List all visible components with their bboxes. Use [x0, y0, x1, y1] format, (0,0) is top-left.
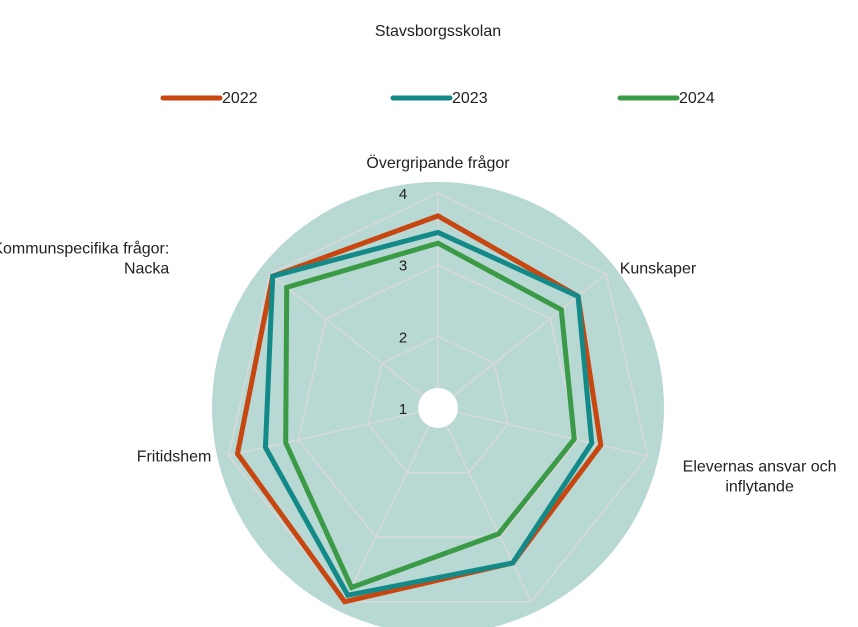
grid-line: [297, 263, 579, 538]
series-line: [262, 229, 595, 599]
r-tick-label: 2: [399, 329, 407, 346]
grid-line: [367, 335, 509, 474]
spoke: [269, 273, 439, 409]
legend-label: 2022: [222, 90, 258, 107]
series-line: [283, 240, 577, 591]
chart-title: Stavsborgsskolan: [375, 23, 501, 40]
grid-line: [227, 192, 649, 603]
spoke: [437, 407, 648, 457]
center-hole: [418, 388, 458, 428]
spoke: [344, 407, 439, 603]
category-label: Övergripande frågor: [366, 154, 510, 172]
spoke: [437, 407, 532, 603]
r-tick-label: 3: [399, 258, 407, 275]
r-tick-label: 1: [399, 401, 407, 418]
category-label: Elevernas ansvar och inflytande: [683, 459, 837, 496]
category-label: Fritidshem: [137, 449, 212, 466]
r-tick-label: 4: [399, 186, 407, 203]
category-label: Kunskaper: [620, 261, 697, 278]
legend-label: 2024: [679, 90, 715, 107]
category-label: Kommunspecifika frågor: Nacka: [0, 240, 169, 278]
legend-label: 2023: [452, 90, 488, 107]
